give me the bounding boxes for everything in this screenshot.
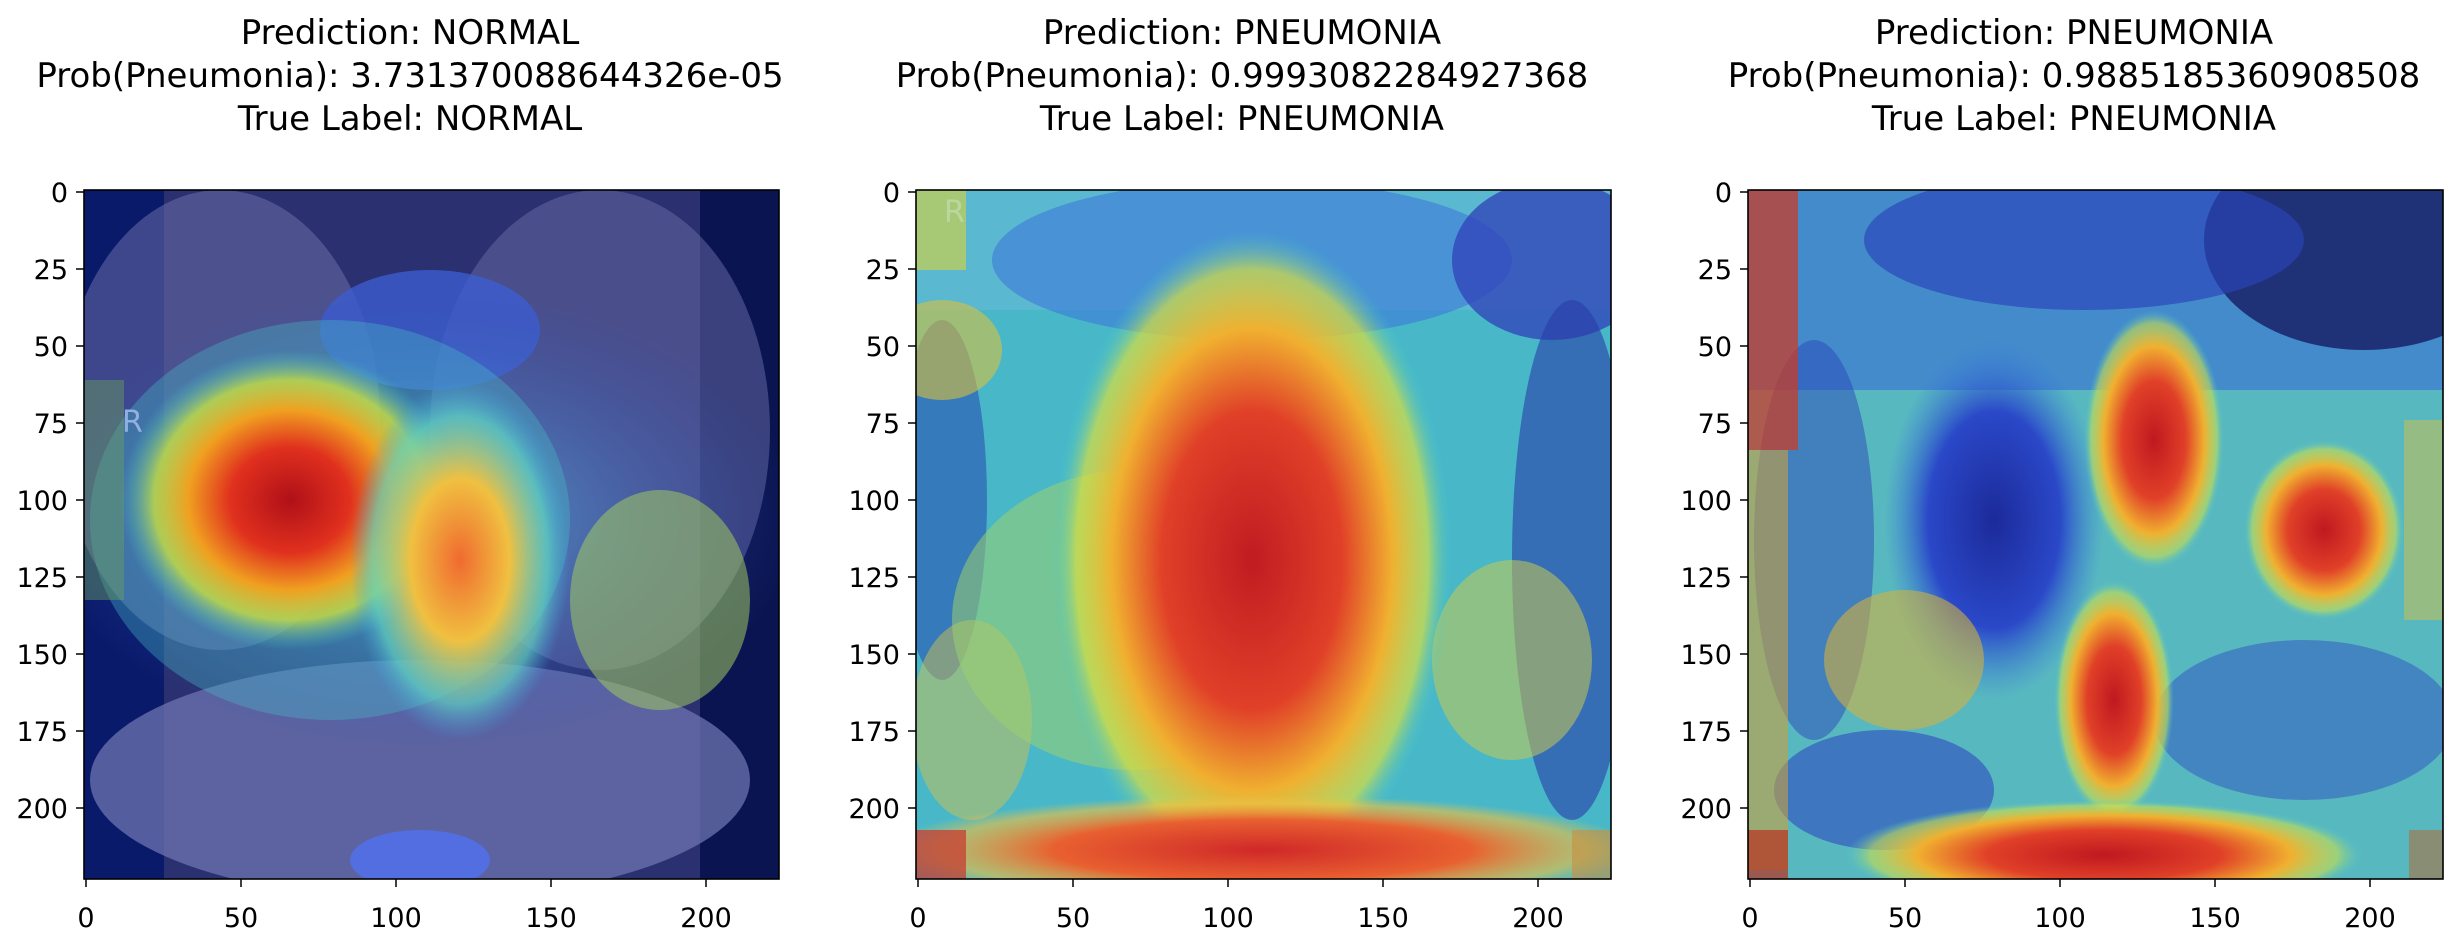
x-axis: 0 50 100 150 200 xyxy=(1741,879,2396,934)
y-tick-label: 25 xyxy=(866,255,900,286)
y-tick-label: 25 xyxy=(34,255,68,286)
y-tick-label: 50 xyxy=(1698,332,1732,363)
y-tick-label: 175 xyxy=(1680,717,1732,748)
probability-text: Prob(Pneumonia): 3.731370088644326e-05 xyxy=(36,56,784,96)
y-tick-label: 50 xyxy=(34,332,68,363)
y-tick-label: 125 xyxy=(1680,563,1732,594)
x-tick-label: 150 xyxy=(525,903,577,934)
true-label-text: True Label: NORMAL xyxy=(237,99,583,139)
y-tick-label: 150 xyxy=(1680,640,1732,671)
y-tick-label: 75 xyxy=(1698,409,1732,440)
x-tick-label: 0 xyxy=(909,903,926,934)
x-tick-label: 50 xyxy=(224,903,258,934)
x-tick-label: 0 xyxy=(1741,903,1758,934)
y-tick-label: 175 xyxy=(16,717,68,748)
panel-plot: R 0 25 50 75 100 125 150 175 200 xyxy=(16,178,780,934)
x-tick-label: 150 xyxy=(1357,903,1409,934)
y-axis: 0 25 50 75 100 125 150 175 200 xyxy=(1680,178,1748,825)
y-tick-label: 200 xyxy=(16,794,68,825)
y-tick-label: 100 xyxy=(16,486,68,517)
y-tick-label: 150 xyxy=(16,640,68,671)
x-tick-label: 150 xyxy=(2189,903,2241,934)
y-tick-label: 100 xyxy=(848,486,900,517)
panel-title: Prediction: PNEUMONIA Prob(Pneumonia): 0… xyxy=(1664,12,2464,141)
y-tick-label: 125 xyxy=(848,563,900,594)
prediction-text: Prediction: NORMAL xyxy=(240,13,580,53)
y-tick-label: 150 xyxy=(848,640,900,671)
x-tick-label: 100 xyxy=(2034,903,2086,934)
axes-frame xyxy=(915,189,1612,880)
y-tick-label: 0 xyxy=(883,178,900,209)
y-tick-label: 75 xyxy=(866,409,900,440)
y-tick-label: 100 xyxy=(1680,486,1732,517)
axes-frame xyxy=(1747,189,2444,880)
x-tick-label: 200 xyxy=(680,903,732,934)
image-marker: R xyxy=(944,195,965,230)
y-tick-label: 0 xyxy=(51,178,68,209)
y-axis: 0 25 50 75 100 125 150 175 200 xyxy=(848,178,916,825)
heatmap-panel-3: Prediction: PNEUMONIA Prob(Pneumonia): 0… xyxy=(1664,0,2464,948)
y-tick-label: 50 xyxy=(866,332,900,363)
panel-title: Prediction: NORMAL Prob(Pneumonia): 3.73… xyxy=(0,12,820,141)
y-tick-label: 75 xyxy=(34,409,68,440)
image-marker: R xyxy=(122,405,143,440)
x-tick-label: 200 xyxy=(1512,903,1564,934)
y-tick-label: 25 xyxy=(1698,255,1732,286)
x-tick-label: 100 xyxy=(1202,903,1254,934)
x-tick-label: 100 xyxy=(370,903,422,934)
axes-frame xyxy=(83,189,780,880)
x-axis: 0 50 100 150 200 xyxy=(77,879,732,934)
prediction-text: Prediction: PNEUMONIA xyxy=(1042,13,1442,53)
x-tick-label: 0 xyxy=(77,903,94,934)
y-tick-label: 125 xyxy=(16,563,68,594)
probability-text: Prob(Pneumonia): 0.9993082284927368 xyxy=(895,56,1589,96)
panel-plot: 0 25 50 75 100 125 150 175 200 0 50 100 … xyxy=(1680,178,2444,934)
true-label-text: True Label: PNEUMONIA xyxy=(1039,99,1445,139)
y-tick-label: 200 xyxy=(848,794,900,825)
y-tick-label: 0 xyxy=(1715,178,1732,209)
xray-heatmap-image xyxy=(84,190,779,879)
probability-text: Prob(Pneumonia): 0.9885185360908508 xyxy=(1727,56,2421,96)
prediction-text: Prediction: PNEUMONIA xyxy=(1874,13,2274,53)
y-tick-label: 175 xyxy=(848,717,900,748)
y-axis: 0 25 50 75 100 125 150 175 200 xyxy=(16,178,84,825)
xray-heatmap-image xyxy=(1748,190,2443,879)
x-tick-label: 200 xyxy=(2344,903,2396,934)
heatmap-panel-1: Prediction: NORMAL Prob(Pneumonia): 3.73… xyxy=(0,0,820,948)
panel-plot: R 0 25 50 75 100 125 150 175 200 xyxy=(848,178,1612,934)
x-tick-label: 50 xyxy=(1056,903,1090,934)
y-tick-label: 200 xyxy=(1680,794,1732,825)
xray-heatmap-image xyxy=(916,190,1611,879)
heatmap-panel-2: Prediction: PNEUMONIA Prob(Pneumonia): 0… xyxy=(832,0,1652,948)
x-axis: 0 50 100 150 200 xyxy=(909,879,1564,934)
x-tick-label: 50 xyxy=(1888,903,1922,934)
true-label-text: True Label: PNEUMONIA xyxy=(1871,99,2277,139)
panel-title: Prediction: PNEUMONIA Prob(Pneumonia): 0… xyxy=(832,12,1652,141)
